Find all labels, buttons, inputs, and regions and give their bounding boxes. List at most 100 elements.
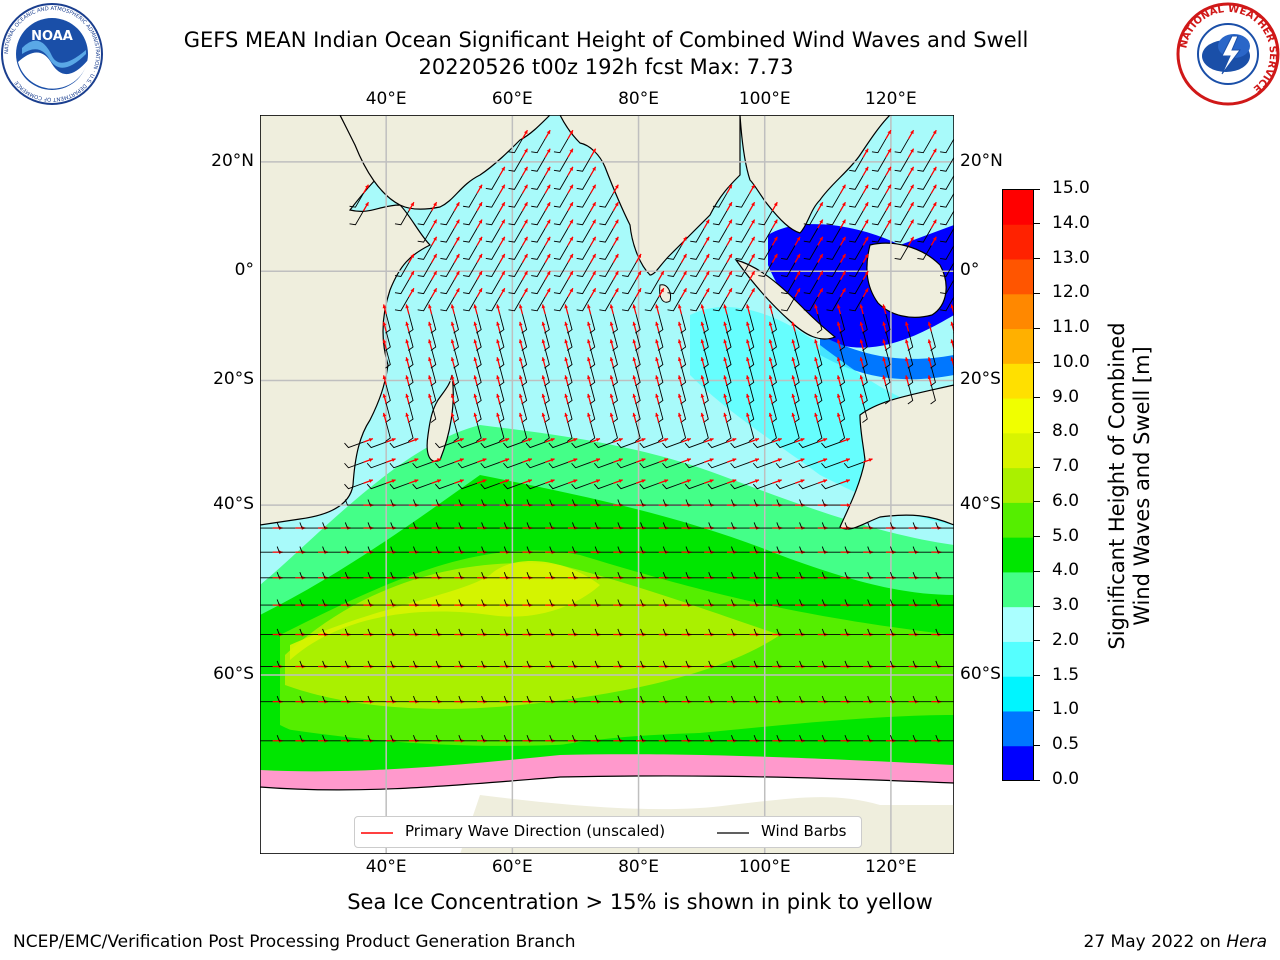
wave-direction-arrowhead xyxy=(382,304,387,309)
wind-barb xyxy=(407,366,414,387)
wave-direction-arrowhead xyxy=(405,357,410,362)
wave-direction-arrowhead xyxy=(524,236,528,241)
wind-barb xyxy=(849,279,864,295)
wind-barb xyxy=(526,499,546,506)
wind-barb xyxy=(889,628,909,635)
wave-direction-arrowhead xyxy=(819,288,823,293)
wave-direction-arrowhead xyxy=(768,321,773,326)
wave-direction-arrowhead xyxy=(405,321,410,326)
wave-direction-arrowhead xyxy=(910,166,914,171)
wind-barb xyxy=(839,384,846,405)
wind-barb xyxy=(481,735,500,742)
wind-barb xyxy=(322,599,341,606)
wind-barb xyxy=(816,384,823,405)
wind-barb xyxy=(839,314,846,334)
wave-direction-arrowhead xyxy=(524,202,528,207)
wind-barb xyxy=(576,296,591,312)
wind-barb xyxy=(640,522,659,529)
wave-direction-arrowhead xyxy=(428,321,432,326)
shallow-java xyxy=(820,335,954,380)
wind-barb xyxy=(566,384,573,405)
wind-barb xyxy=(593,461,614,469)
wind-barb xyxy=(622,296,637,312)
wind-barb xyxy=(735,228,750,243)
wave-height-map xyxy=(260,115,954,854)
wind-barb xyxy=(844,628,864,635)
wind-barb xyxy=(862,403,868,423)
wind-barb xyxy=(503,499,523,506)
wind-barb xyxy=(816,348,823,369)
wave-direction-arrowhead xyxy=(587,339,591,344)
wind-barb xyxy=(344,660,364,667)
wind-barb xyxy=(685,499,705,506)
wind-barb xyxy=(476,422,482,442)
wave-direction-arrowhead xyxy=(751,184,755,189)
wave-direction-arrowhead xyxy=(842,236,846,241)
wave-direction-arrowhead xyxy=(564,304,569,309)
wind-barb xyxy=(616,482,637,490)
wave-direction-arrowhead xyxy=(632,412,637,417)
wave-direction-arrowhead xyxy=(518,304,523,309)
wind-barb xyxy=(413,522,432,529)
wave-direction-arrowhead xyxy=(950,304,954,309)
wave-direction-arrowhead xyxy=(910,202,914,207)
wind-barb xyxy=(644,279,660,295)
wind-barb xyxy=(612,403,618,423)
wave-direction-arrowhead xyxy=(905,375,909,380)
wave-direction-arrowhead xyxy=(773,253,778,258)
wind-barb xyxy=(531,279,546,295)
wind-barb xyxy=(826,210,841,226)
wave-direction-arrowhead xyxy=(546,202,551,207)
legend-wind-barbs: Wind Barbs xyxy=(761,822,847,840)
wave-direction-arrowhead xyxy=(746,393,750,398)
wave-direction-arrowhead xyxy=(746,375,750,380)
nws-logo: NATIONAL WEATHER SERVICE xyxy=(1176,2,1280,106)
wave-direction-arrowhead xyxy=(382,375,387,380)
wind-barb xyxy=(730,695,750,703)
wind-barb xyxy=(871,138,887,154)
wind-barb xyxy=(794,403,800,423)
wave-direction-arrowhead xyxy=(382,321,387,326)
wind-barb xyxy=(531,228,546,243)
wind-barb xyxy=(849,228,864,243)
wind-barb xyxy=(826,193,841,208)
wind-barb xyxy=(544,366,550,387)
wind-barb xyxy=(366,482,387,490)
wind-barb xyxy=(594,572,614,579)
wind-barb xyxy=(276,546,296,553)
wind-barb xyxy=(844,546,864,553)
wind-barb xyxy=(260,701,273,703)
wind-barb xyxy=(753,660,773,667)
wind-barb xyxy=(458,660,478,667)
wind-barb xyxy=(544,384,550,405)
wave-direction-arrowhead xyxy=(655,304,659,309)
colorbar-segment xyxy=(1002,745,1034,781)
colorbar-tick-label: 9.0 xyxy=(1052,386,1080,407)
wave-direction-arrowhead xyxy=(728,253,732,258)
wind-barb xyxy=(735,245,750,260)
wave-direction-arrowhead xyxy=(927,357,932,362)
wind-barb xyxy=(735,193,750,208)
wind-barb xyxy=(508,296,523,312)
wind-barb xyxy=(566,348,573,369)
wave-direction-arrowhead xyxy=(660,271,664,276)
wind-barb xyxy=(781,262,796,277)
wave-direction-arrowhead xyxy=(496,412,500,417)
wind-barb xyxy=(349,193,364,208)
wind-barb xyxy=(894,228,909,243)
wind-barb xyxy=(776,628,796,635)
colorbar-segment xyxy=(1002,189,1034,225)
wave-direction-arrowhead xyxy=(414,479,419,483)
wind-barb xyxy=(703,403,709,423)
x-tick-label-top: 120°E xyxy=(865,89,917,109)
wave-direction-arrowhead xyxy=(478,288,483,293)
wind-barb xyxy=(576,193,591,208)
wave-direction-arrowhead xyxy=(382,393,387,398)
x-tick-label-bottom: 120°E xyxy=(865,857,917,877)
wave-direction-arrowhead xyxy=(887,184,891,189)
wind-barb xyxy=(889,599,909,606)
wave-direction-arrowhead xyxy=(705,253,710,258)
land-australia xyxy=(839,384,954,530)
wind-barb xyxy=(862,366,868,387)
wave-direction-arrowhead xyxy=(473,304,478,309)
